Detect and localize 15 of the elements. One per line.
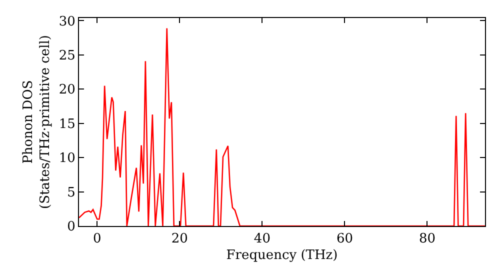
x-tick-label: 40 bbox=[254, 232, 270, 247]
y-tick-label: 20 bbox=[58, 82, 76, 98]
line-series bbox=[79, 28, 485, 226]
x-tick-label: 20 bbox=[171, 232, 188, 247]
y-tick-label: 10 bbox=[58, 151, 76, 166]
y-tick-label: 15 bbox=[58, 116, 76, 132]
y-tick-label: 0 bbox=[67, 220, 76, 235]
y-axis-title: Phonon DOS (States/THz·primitive cell) bbox=[20, 34, 53, 210]
x-tick-label: 0 bbox=[93, 232, 102, 247]
x-axis-title: Frequency (THz) bbox=[226, 248, 338, 264]
y-tick-label: 5 bbox=[67, 185, 76, 200]
y-tick-label: 30 bbox=[58, 14, 76, 30]
y-tick-label: 25 bbox=[58, 48, 76, 64]
x-tick-label: 80 bbox=[418, 232, 436, 247]
x-tick-label: 60 bbox=[336, 232, 353, 247]
